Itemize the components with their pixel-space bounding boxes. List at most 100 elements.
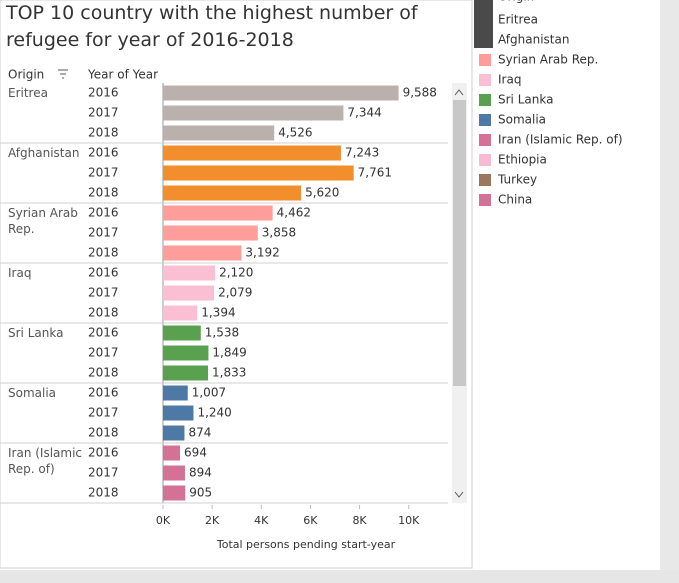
legend-label: Ethiopia [498, 153, 547, 167]
value-label: 1,394 [201, 306, 235, 320]
legend-label: Syrian Arab Rep. [498, 53, 598, 67]
x-tick-label: 2K [205, 514, 220, 527]
scroll-up[interactable] [454, 89, 464, 96]
year-label: 2017 [88, 346, 119, 360]
value-label: 2,079 [218, 286, 252, 300]
bar [163, 185, 302, 201]
x-tick-label: 10K [398, 514, 420, 527]
value-label: 5,620 [305, 186, 339, 200]
scroll-down[interactable] [454, 491, 464, 498]
year-label: 2018 [88, 306, 119, 320]
bar [163, 485, 186, 501]
year-label: 2018 [88, 246, 119, 260]
origin-label: Syrian Arab Rep. [8, 206, 78, 236]
origin-label: Afghanistan [8, 146, 80, 160]
year-label: 2016 [88, 326, 119, 340]
year-label: 2018 [88, 126, 119, 140]
legend-label: Iraq [498, 73, 521, 87]
year-label: 2016 [88, 386, 119, 400]
bar [163, 305, 198, 321]
bar [163, 405, 194, 421]
legend-label: China [498, 193, 532, 207]
bar [163, 265, 216, 281]
value-label: 1,240 [197, 406, 231, 420]
legend-label: Somalia [498, 113, 546, 127]
tab-bar [0, 570, 679, 583]
bar [163, 345, 209, 361]
legend-label: Sri Lanka [498, 93, 553, 107]
value-label: 3,192 [245, 246, 279, 260]
year-label: 2016 [88, 266, 119, 280]
legend-label: Afghanistan [498, 33, 569, 47]
value-label: 694 [184, 446, 207, 460]
side-panel [660, 0, 679, 570]
legend-swatch [479, 54, 491, 66]
origin-label: Sri Lanka [8, 326, 64, 340]
bar [163, 445, 181, 461]
bar [163, 145, 341, 161]
bar [163, 245, 242, 261]
year-label: 2016 [88, 206, 119, 220]
year-label: 2018 [88, 186, 119, 200]
x-tick-label: 8K [352, 514, 367, 527]
value-label: 2,120 [219, 266, 253, 280]
value-label: 9,588 [403, 86, 437, 100]
x-tick-label: 0K [156, 514, 171, 527]
year-label: 2017 [88, 286, 119, 300]
legend-label: Turkey [497, 173, 537, 187]
x-tick-label: 4K [254, 514, 269, 527]
value-label: 874 [188, 426, 211, 440]
scroll-thumb[interactable] [453, 100, 466, 386]
sheet-border [0, 0, 473, 569]
x-axis-title: Total persons pending start-year [216, 538, 396, 551]
value-label: 3,858 [262, 226, 296, 240]
value-label: 1,833 [212, 366, 246, 380]
legend-title: Origin [498, 0, 534, 4]
x-tick-label: 6K [303, 514, 318, 527]
legend-swatch [479, 154, 491, 166]
bar [163, 385, 188, 401]
legend-label: Iran (Islamic Rep. of) [498, 133, 623, 147]
bar [163, 225, 258, 241]
sort-icon[interactable] [58, 69, 68, 79]
bar [163, 85, 399, 101]
legend-swatch [479, 94, 491, 106]
origin-label: Eritrea [8, 86, 48, 100]
origin-label: Iraq [8, 266, 32, 280]
bar [163, 205, 273, 221]
bar [163, 105, 344, 121]
legend-swatch [479, 114, 491, 126]
row-header: Origin [8, 68, 44, 82]
year-label: 2016 [88, 86, 119, 100]
legend-swatch [479, 134, 491, 146]
year-label: 2017 [88, 226, 119, 240]
year-label: 2018 [88, 486, 119, 500]
legend-swatch [479, 194, 491, 206]
value-label: 894 [189, 466, 212, 480]
bar [163, 285, 215, 301]
legend-swatch [479, 174, 491, 186]
bar [163, 125, 275, 141]
origin-label: Somalia [8, 386, 57, 400]
value-label: 905 [189, 486, 212, 500]
bar [163, 425, 185, 441]
year-label: 2017 [88, 106, 119, 120]
year-label: 2017 [88, 166, 119, 180]
value-label: 1,849 [212, 346, 246, 360]
year-label: 2016 [88, 146, 119, 160]
chart-title: TOP 10 country with the highest number o… [6, 2, 418, 51]
value-label: 1,538 [205, 326, 239, 340]
origin-label: Iran (Islamic Rep. of) [8, 446, 83, 476]
legend-toolbar[interactable] [474, 0, 493, 48]
year-label: 2017 [88, 466, 119, 480]
bar [163, 165, 354, 181]
legend-label: Eritrea [498, 13, 538, 27]
year-label: 2016 [88, 446, 119, 460]
value-label: 7,344 [347, 106, 381, 120]
bar [163, 465, 185, 481]
bar [163, 365, 209, 381]
year-label: 2017 [88, 406, 119, 420]
year-label: 2018 [88, 366, 119, 380]
